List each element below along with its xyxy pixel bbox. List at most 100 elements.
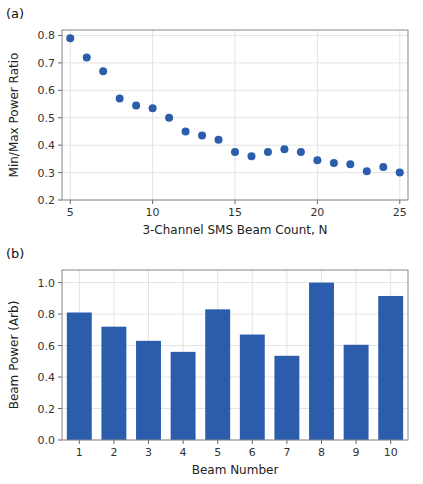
scatter-point: [297, 148, 305, 156]
grid-line-y: [62, 172, 408, 173]
tick-label-y: 0.6: [38, 84, 56, 97]
tick-y: [58, 172, 62, 173]
tick-y: [58, 314, 62, 315]
tick-label-y: 1.0: [38, 277, 56, 290]
x-axis-label: Beam Number: [192, 463, 279, 477]
tick-y: [58, 117, 62, 118]
tick-x: [183, 440, 184, 444]
grid: [62, 270, 408, 440]
tick-label-x: 4: [180, 446, 187, 459]
tick-x: [113, 440, 114, 444]
scatter-point: [99, 67, 107, 75]
tick-label-x: 25: [393, 206, 407, 219]
tick-y: [58, 345, 62, 346]
tick-label-y: 0.4: [38, 139, 56, 152]
tick-x: [79, 440, 80, 444]
tick-label-x: 8: [318, 446, 325, 459]
y-axis-label: Beam Power (Arb): [7, 301, 21, 410]
panel-label: (b): [6, 246, 24, 261]
grid-line-y: [62, 145, 408, 146]
tick-label-x: 6: [249, 446, 256, 459]
tick-y: [58, 35, 62, 36]
y-axis-label: Min/Max Power Ratio: [7, 53, 21, 178]
tick-x: [317, 200, 318, 204]
scatter-point: [215, 136, 223, 144]
tick-label-y: 0.8: [38, 308, 56, 321]
grid-line-y: [62, 117, 408, 118]
tick-x: [390, 440, 391, 444]
grid-line-x: [317, 30, 318, 200]
tick-label-x: 15: [228, 206, 242, 219]
scatter-point: [165, 114, 173, 122]
grid-line-y: [62, 62, 408, 63]
chart-root: 5101520250.20.30.40.50.60.70.83-Channel …: [0, 0, 423, 484]
tick-x: [235, 200, 236, 204]
scatter-point: [116, 95, 124, 103]
bar: [344, 345, 369, 440]
tick-label-x: 5: [214, 446, 221, 459]
tick-x: [70, 200, 71, 204]
tick-label-x: 7: [283, 446, 290, 459]
bar: [240, 335, 265, 440]
grid-line-y: [62, 35, 408, 36]
tick-y: [58, 145, 62, 146]
tick-label-x: 9: [353, 446, 360, 459]
tick-label-x: 1: [76, 446, 83, 459]
scatter-point: [379, 163, 387, 171]
tick-label-x: 10: [146, 206, 160, 219]
scatter-point: [83, 53, 91, 61]
bar: [378, 296, 403, 440]
tick-y: [58, 282, 62, 283]
tick-label-y: 0.2: [38, 194, 56, 207]
tick-label-x: 10: [384, 446, 398, 459]
scatter-point: [313, 156, 321, 164]
plot-frame: [62, 30, 408, 200]
scatter-point: [247, 152, 255, 160]
bar: [136, 341, 161, 440]
tick-y: [58, 90, 62, 91]
grid-line-x: [152, 30, 153, 200]
tick-y: [58, 200, 62, 201]
tick-x: [399, 200, 400, 204]
scatter-point: [132, 101, 140, 109]
bar: [101, 327, 126, 440]
x-axis-label: 3-Channel SMS Beam Count, N: [142, 223, 327, 237]
tick-y: [58, 408, 62, 409]
scatter-point: [198, 132, 206, 140]
scatter-point: [149, 104, 157, 112]
bar: [171, 352, 196, 440]
tick-label-y: 0.4: [38, 371, 56, 384]
grid: [62, 30, 408, 200]
plot-frame: [62, 270, 408, 440]
tick-label-x: 3: [145, 446, 152, 459]
scatter-point: [330, 159, 338, 167]
tick-label-y: 0.8: [38, 29, 56, 42]
grid-line-y: [62, 314, 408, 315]
panel-label: (a): [6, 6, 24, 21]
tick-x: [148, 440, 149, 444]
scatter-point: [231, 148, 239, 156]
tick-y: [58, 377, 62, 378]
scatter-point: [346, 160, 354, 168]
tick-label-y: 0.7: [38, 57, 56, 70]
grid-line-y: [62, 282, 408, 283]
scatter-point: [280, 145, 288, 153]
marks: [67, 283, 403, 440]
bar: [309, 283, 334, 440]
tick-label-x: 2: [110, 446, 117, 459]
tick-y: [58, 440, 62, 441]
grid-line-y: [62, 90, 408, 91]
scatter-point: [363, 167, 371, 175]
tick-x: [252, 440, 253, 444]
scatter-point: [264, 148, 272, 156]
scatter-point: [396, 169, 404, 177]
tick-x: [356, 440, 357, 444]
tick-label-y: 0.0: [38, 434, 56, 447]
grid-line-x: [70, 30, 71, 200]
scatter-point: [66, 34, 74, 42]
tick-label-y: 0.5: [38, 112, 56, 125]
tick-x: [286, 440, 287, 444]
tick-x: [217, 440, 218, 444]
tick-label-y: 0.3: [38, 167, 56, 180]
bar: [274, 356, 299, 440]
